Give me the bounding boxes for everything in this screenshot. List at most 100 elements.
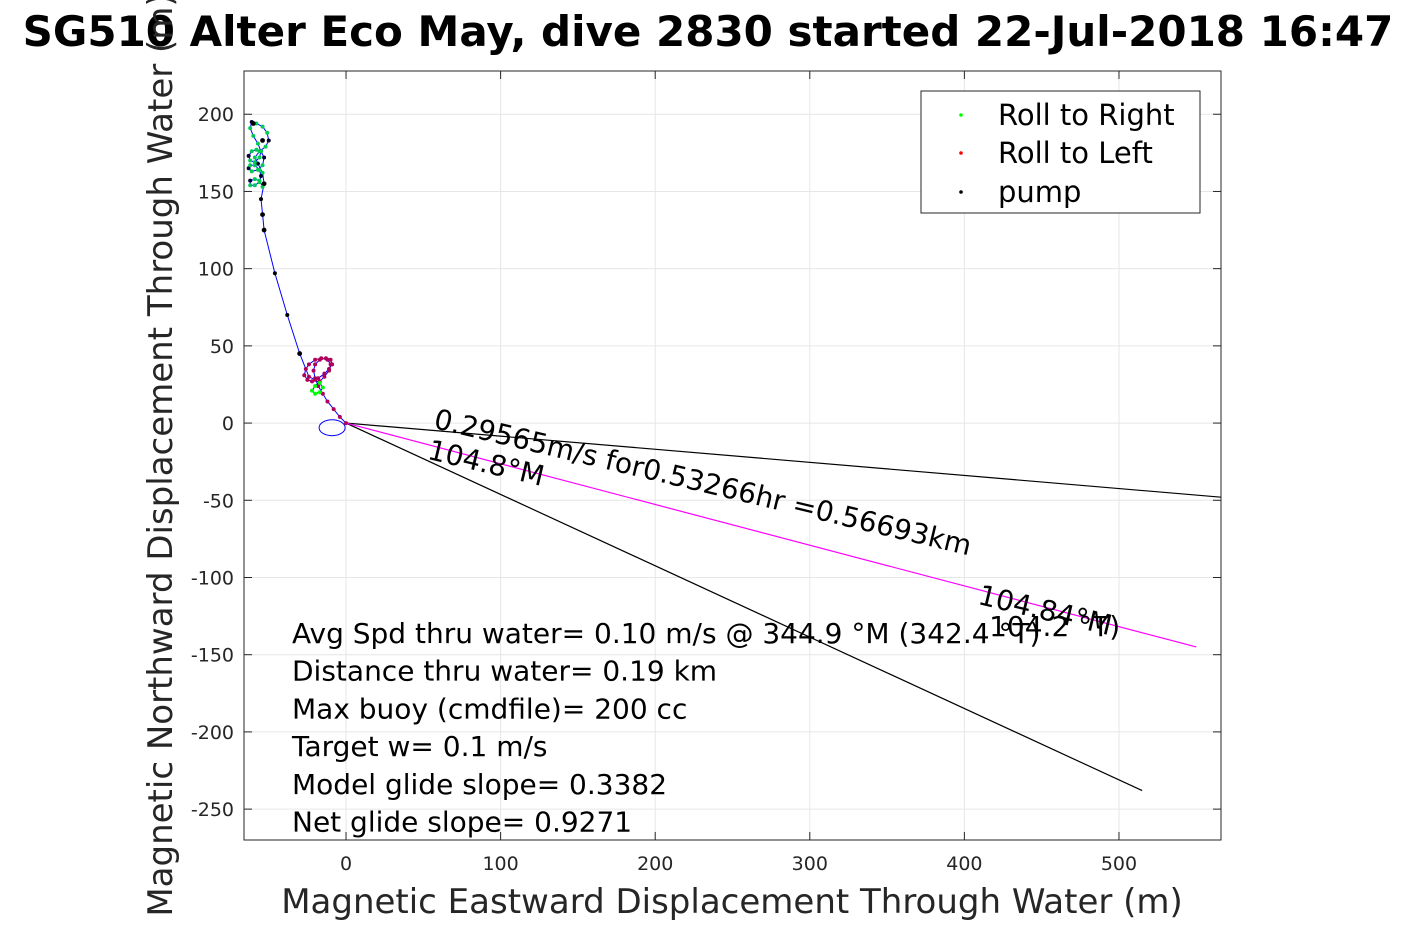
track-point bbox=[246, 166, 251, 171]
track-point bbox=[306, 362, 311, 367]
info-box: Avg Spd thru water= 0.10 m/s @ 344.9 °M … bbox=[291, 617, 1040, 839]
x-axis-label: Magnetic Eastward Displacement Through W… bbox=[281, 882, 1183, 922]
x-tick-label: 300 bbox=[792, 853, 828, 875]
track-point bbox=[316, 376, 321, 381]
y-tick-label: -100 bbox=[191, 567, 234, 589]
track-point bbox=[322, 374, 327, 379]
y-tick-label: -200 bbox=[191, 722, 234, 744]
y-axis-label: Magnetic Northward Displacement Through … bbox=[141, 0, 181, 917]
track-point bbox=[255, 161, 260, 166]
roll-markers bbox=[246, 119, 349, 426]
track-point bbox=[257, 178, 262, 183]
track-point bbox=[303, 367, 308, 372]
legend: Roll to Right Roll to Left pump bbox=[920, 90, 1201, 214]
legend-marker-roll-right bbox=[959, 113, 963, 117]
plot-content bbox=[246, 119, 1221, 792]
reference-line bbox=[345, 422, 1197, 648]
y-tick-label: -50 bbox=[203, 490, 234, 512]
pump-point bbox=[260, 212, 265, 218]
track-point bbox=[249, 149, 254, 154]
chart-title: SG510 Alter Eco May, dive 2830 started 2… bbox=[23, 7, 1394, 56]
track-point bbox=[331, 407, 336, 412]
track-point bbox=[325, 399, 330, 404]
x-tick-label: 200 bbox=[637, 853, 673, 875]
track-point bbox=[310, 379, 315, 384]
legend-marker-pump bbox=[959, 190, 963, 194]
track-point bbox=[254, 147, 259, 152]
track-point bbox=[302, 373, 307, 378]
track-point bbox=[266, 138, 271, 143]
y-tick-label: 150 bbox=[198, 181, 234, 203]
reference-line bbox=[345, 422, 1143, 792]
x-tick-label: 500 bbox=[1101, 853, 1137, 875]
y-tick-label: 50 bbox=[210, 336, 234, 358]
track-point bbox=[322, 371, 327, 376]
track-point bbox=[317, 380, 322, 385]
track-point bbox=[313, 391, 318, 396]
track-point bbox=[272, 271, 277, 276]
track-point bbox=[252, 183, 257, 188]
track-point bbox=[320, 391, 325, 396]
reference-lines bbox=[345, 422, 1221, 792]
x-tick-label: 400 bbox=[946, 853, 982, 875]
legend-label-roll-right: Roll to Right bbox=[998, 98, 1175, 132]
track-point bbox=[305, 377, 310, 382]
track-point bbox=[252, 163, 257, 168]
legend-box bbox=[920, 90, 1201, 214]
track-point bbox=[249, 169, 254, 174]
track-point bbox=[257, 155, 262, 160]
track-point bbox=[252, 155, 257, 160]
reference-line bbox=[345, 422, 1221, 498]
pump-point bbox=[261, 227, 267, 233]
y-tick-label: -150 bbox=[191, 645, 234, 667]
track-point bbox=[260, 124, 265, 129]
y-tick-label: -250 bbox=[191, 799, 234, 821]
track-point bbox=[285, 312, 290, 317]
track-point bbox=[251, 133, 256, 138]
track-point bbox=[313, 377, 318, 382]
track-point bbox=[257, 167, 262, 172]
track-point bbox=[313, 362, 318, 367]
track-point bbox=[313, 357, 318, 362]
x-tick-label: 100 bbox=[482, 853, 518, 875]
info-line: Target w= 0.1 m/s bbox=[291, 730, 548, 763]
track-point bbox=[248, 158, 253, 163]
info-line: Model glide slope= 0.3382 bbox=[292, 768, 667, 801]
track-point bbox=[248, 126, 253, 131]
track-point bbox=[316, 384, 321, 389]
track-point bbox=[344, 421, 349, 426]
track-point bbox=[260, 170, 265, 175]
pump-point bbox=[250, 121, 256, 126]
track-point bbox=[265, 130, 270, 135]
legend-label-pump: pump bbox=[998, 175, 1081, 209]
track-point bbox=[313, 384, 318, 389]
info-line: Max buoy (cmdfile)= 200 cc bbox=[292, 692, 687, 725]
x-tick-label: 0 bbox=[340, 853, 352, 875]
pump-point bbox=[261, 181, 267, 187]
plot-frame bbox=[243, 70, 1222, 841]
track-point bbox=[255, 141, 260, 146]
track-point bbox=[320, 385, 325, 390]
info-line: Distance thru water= 0.19 km bbox=[292, 655, 717, 688]
pump-point bbox=[260, 138, 265, 143]
track-point bbox=[248, 178, 253, 183]
line-annotation: 104.2 °T) bbox=[989, 610, 1120, 643]
track-point bbox=[327, 368, 332, 373]
track-point bbox=[252, 160, 257, 165]
legend-marker-roll-left bbox=[959, 151, 963, 155]
track-point bbox=[310, 388, 315, 393]
legend-label-roll-left: Roll to Left bbox=[998, 136, 1153, 170]
track-point bbox=[259, 197, 264, 202]
track-point bbox=[259, 149, 264, 154]
track-point bbox=[259, 174, 264, 179]
y-tick-label: 0 bbox=[222, 413, 234, 435]
pump-point bbox=[297, 351, 303, 356]
y-tick-label: 200 bbox=[198, 104, 234, 126]
track-point bbox=[328, 362, 333, 367]
track-point bbox=[306, 374, 311, 379]
track-point bbox=[262, 155, 267, 160]
info-line: Net glide slope= 0.9271 bbox=[292, 806, 632, 839]
track-point bbox=[260, 163, 265, 168]
track-point bbox=[311, 368, 316, 373]
